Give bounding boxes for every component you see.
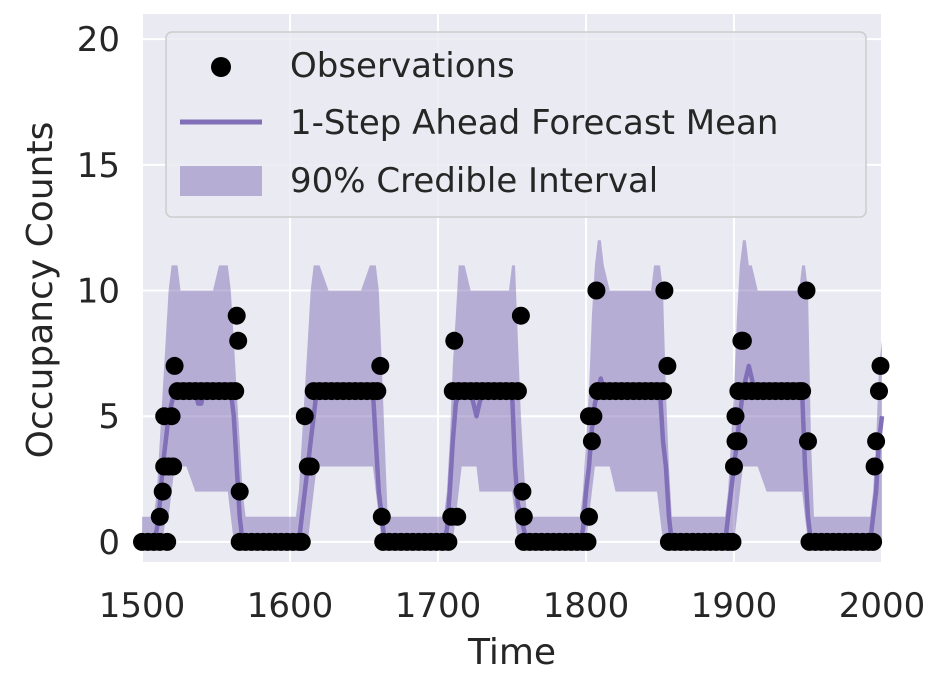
observation-point	[793, 382, 812, 401]
observation-point	[292, 532, 311, 551]
x-tick-label: 1800	[543, 586, 630, 626]
observation-point	[448, 507, 467, 526]
legend-credible-interval-marker	[180, 166, 262, 196]
observation-point	[799, 432, 817, 451]
observation-point	[867, 432, 886, 451]
observation-point	[372, 507, 391, 526]
observation-point	[439, 532, 458, 551]
observation-point	[584, 407, 603, 426]
observation-point	[158, 532, 177, 551]
y-tick-labels: 0 5 10 15 20	[77, 20, 120, 563]
observation-point	[723, 532, 742, 551]
observation-point	[229, 331, 248, 350]
legend-box	[165, 31, 867, 218]
observation-point	[445, 331, 464, 350]
observation-point	[164, 457, 183, 476]
x-tick-label: 2000	[839, 586, 926, 626]
observation-point	[871, 356, 890, 375]
legend-credible-interval-label: 90% Credible Interval	[290, 161, 658, 201]
observation-point	[729, 432, 748, 451]
observation-point	[726, 407, 745, 426]
observation-point	[870, 382, 888, 401]
legend-observations-marker	[211, 57, 231, 77]
observation-point	[513, 482, 532, 501]
y-tick-label: 20	[77, 20, 120, 60]
y-tick-label: 5	[98, 397, 120, 437]
x-tick-label: 1600	[247, 586, 334, 626]
observation-point	[368, 382, 387, 401]
legend: Observations 1-Step Ahead Forecast Mean …	[165, 31, 867, 218]
observation-point	[658, 356, 677, 375]
observation-point	[150, 507, 169, 526]
observation-points	[133, 281, 890, 551]
observation-point	[230, 482, 249, 501]
x-tick-label: 1700	[395, 586, 482, 626]
x-tick-label: 1900	[691, 586, 778, 626]
observation-point	[655, 281, 674, 300]
observation-point	[654, 382, 672, 401]
observation-point	[725, 457, 743, 476]
observation-point	[511, 306, 530, 325]
observation-point	[295, 407, 314, 426]
x-tick-labels: 1500 1600 1700 1800 1900 2000	[99, 586, 926, 626]
x-axis-label: Time	[467, 632, 556, 673]
observation-point	[508, 382, 527, 401]
observation-point	[371, 356, 390, 375]
observation-point	[578, 532, 597, 551]
legend-forecast-mean-label: 1-Step Ahead Forecast Mean	[290, 103, 778, 143]
observation-point	[514, 507, 533, 526]
observation-point	[797, 281, 816, 300]
observation-point	[864, 532, 883, 551]
y-tick-label: 0	[98, 523, 120, 563]
observation-point	[162, 407, 181, 426]
observation-point	[227, 306, 246, 325]
x-tick-label: 1500	[99, 586, 186, 626]
observation-point	[587, 281, 606, 300]
observation-point	[582, 432, 601, 451]
y-axis-label: Occupancy Counts	[20, 122, 61, 459]
observation-point	[165, 356, 184, 375]
observation-point	[865, 457, 884, 476]
observation-point	[153, 482, 172, 501]
observation-point	[226, 382, 245, 401]
observation-point	[580, 507, 598, 526]
y-tick-label: 15	[77, 146, 120, 186]
observation-point	[301, 457, 320, 476]
observation-point	[733, 331, 752, 350]
legend-observations-label: Observations	[290, 46, 515, 86]
y-tick-label: 10	[77, 272, 120, 312]
